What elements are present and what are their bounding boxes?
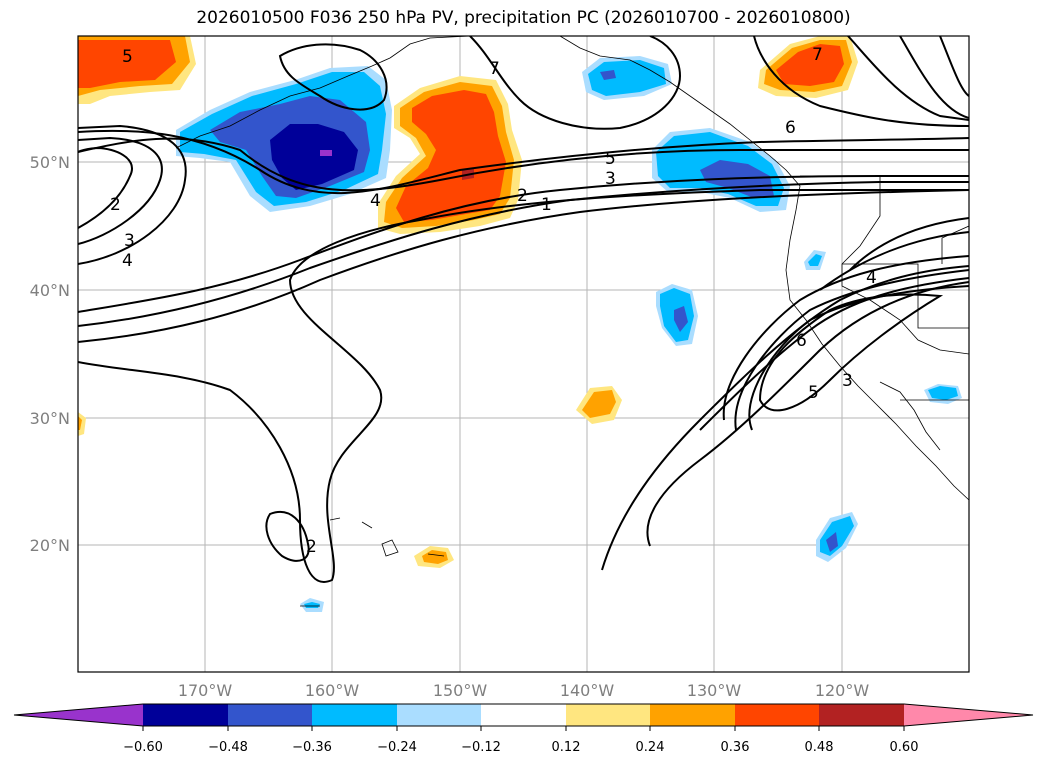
- contour-label-5: 5: [605, 149, 616, 169]
- contour-label-3-west: 3: [124, 231, 135, 251]
- longitude-labels: 170°W 160°W 150°W 140°W 130°W 120°W: [178, 681, 870, 700]
- contour-label-7-ne: 7: [812, 45, 823, 65]
- contour-label-4-west: 4: [122, 251, 133, 271]
- pv-contours: [78, 36, 969, 583]
- contour-label-3: 3: [605, 169, 616, 189]
- contour-label-7-north: 7: [489, 59, 500, 79]
- lon-label-160w: 160°W: [305, 681, 360, 700]
- lat-label-40: 40°N: [30, 281, 70, 300]
- contour-label-1: 1: [541, 195, 552, 215]
- map-frame: [77, 35, 970, 673]
- colorbar-segment: [228, 704, 312, 726]
- colorbar-tick-label: −0.24: [377, 740, 417, 755]
- contour-label-2-south: 2: [306, 537, 317, 557]
- colorbar-ticks: [142, 726, 905, 731]
- contour-label-4-central: 4: [370, 191, 381, 211]
- contour-label-2: 2: [517, 186, 528, 206]
- chart-title: 2026010500 F036 250 hPa PV, precipitatio…: [196, 8, 851, 28]
- colorbar-tick-label: −0.60: [123, 740, 163, 755]
- colorbar-segment: [312, 704, 397, 726]
- lon-label-120w: 120°W: [815, 681, 870, 700]
- colorbar-tick-label: 0.24: [636, 740, 665, 755]
- contour-label-5-east: 5: [808, 383, 819, 403]
- contour-labels: 5 7 7 6 5 3 2 1 4 2 3 4 4 6 5 3 2: [110, 45, 877, 557]
- lon-label-150w: 150°W: [433, 681, 488, 700]
- colorbar-tick-label: −0.48: [208, 740, 248, 755]
- shaded-anomalies: [78, 36, 962, 612]
- colorbar-tick-label: −0.36: [292, 740, 332, 755]
- colorbar-tick-label: 0.36: [721, 740, 750, 755]
- colorbar: −0.60 −0.48 −0.36 −0.24 −0.12 0.12 0.24 …: [13, 703, 1034, 755]
- latitude-labels: 50°N 40°N 30°N 20°N: [30, 153, 70, 555]
- colorbar-tick-label: −0.12: [461, 740, 501, 755]
- colorbar-segment: [397, 704, 481, 726]
- lat-label-30: 30°N: [30, 409, 70, 428]
- colorbar-segment: [481, 704, 566, 726]
- lon-label-170w: 170°W: [178, 681, 233, 700]
- colorbar-extend-high: [904, 704, 1033, 726]
- contour-label-3-east: 3: [842, 371, 853, 391]
- colorbar-extend-low: [14, 704, 143, 726]
- colorbar-segment: [735, 704, 819, 726]
- colorbar-segment: [650, 704, 735, 726]
- contour-label-4-east: 4: [866, 268, 877, 288]
- colorbar-segment: [566, 704, 650, 726]
- contour-label-6-ne: 6: [785, 118, 796, 138]
- lon-label-140w: 140°W: [560, 681, 615, 700]
- colorbar-tick-label: 0.48: [805, 740, 834, 755]
- contour-label-6-east: 6: [796, 331, 807, 351]
- lat-label-20: 20°N: [30, 536, 70, 555]
- colorbar-tick-label: 0.60: [890, 740, 919, 755]
- lon-label-130w: 130°W: [687, 681, 742, 700]
- lat-label-50: 50°N: [30, 153, 70, 172]
- colorbar-segment: [819, 704, 904, 726]
- contour-label-2-west: 2: [110, 195, 121, 215]
- contour-label-5-nw: 5: [122, 47, 133, 67]
- colorbar-tick-label: 0.12: [552, 740, 581, 755]
- colorbar-segment: [143, 704, 228, 726]
